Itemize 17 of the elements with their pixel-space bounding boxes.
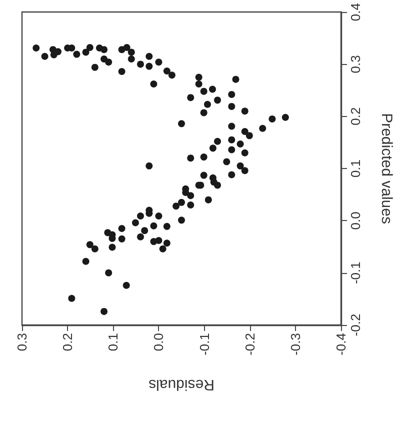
y-tick-label: 0.3 [348, 55, 363, 74]
x-tick-label: 0.3 [14, 333, 30, 352]
y-tick-label: 0.2 [348, 107, 363, 126]
x-tick-label: -0.4 [334, 333, 348, 356]
x-tick-label: 0.2 [60, 333, 76, 352]
x-tick-label: 0.0 [151, 333, 166, 352]
x-tick-label: -0.2 [242, 333, 258, 356]
y-tick-label: -0.2 [348, 314, 363, 336]
y-tick-label: 0.1 [348, 159, 363, 178]
x-tick-label: 0.1 [106, 333, 121, 352]
x-tick-label: -0.1 [196, 333, 212, 356]
y-axis-title: Predicted values [378, 113, 395, 224]
y-tick-label: 0.0 [348, 212, 363, 230]
y-tick-label: 0.4 [348, 2, 363, 22]
y-tick-label: -0.1 [348, 262, 363, 284]
x-axis-title: Residuals [148, 376, 214, 393]
x-tick-label: -0.3 [288, 333, 303, 356]
